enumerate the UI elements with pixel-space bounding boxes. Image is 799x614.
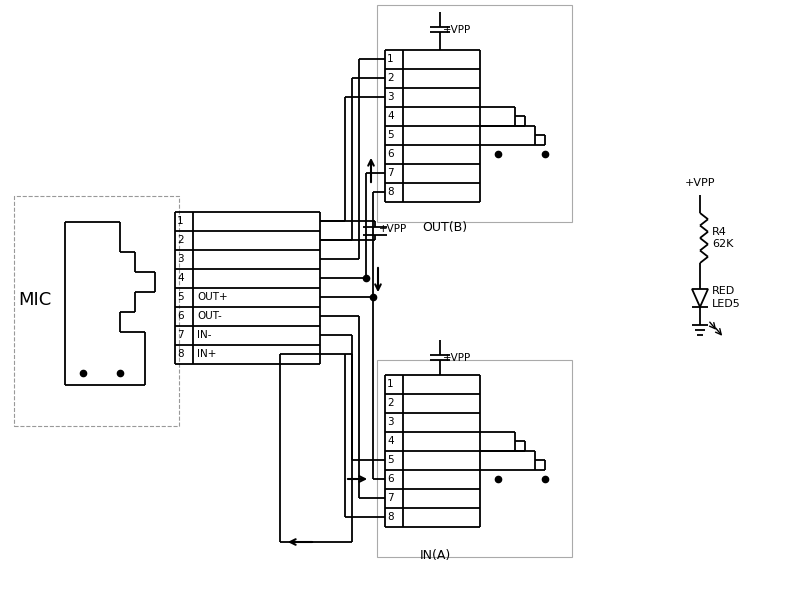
Text: IN(A): IN(A)	[419, 548, 451, 561]
Text: +VPP: +VPP	[443, 25, 471, 35]
Text: 1: 1	[387, 54, 394, 64]
Text: 4: 4	[177, 273, 184, 283]
Text: 8: 8	[387, 187, 394, 197]
Text: 3: 3	[177, 254, 184, 264]
Text: 2: 2	[387, 398, 394, 408]
Text: 5: 5	[387, 130, 394, 140]
Text: MIC: MIC	[18, 291, 51, 309]
Bar	[377, 5, 572, 222]
Text: R4: R4	[712, 227, 727, 237]
Bar	[377, 360, 572, 557]
Text: 4: 4	[387, 111, 394, 121]
Text: 6: 6	[387, 149, 394, 159]
Text: 3: 3	[387, 92, 394, 102]
Text: 7: 7	[177, 330, 184, 340]
Text: 4: 4	[387, 436, 394, 446]
Text: OUT+: OUT+	[197, 292, 228, 302]
Text: 62K: 62K	[712, 239, 733, 249]
Text: 7: 7	[387, 493, 394, 503]
Text: 2: 2	[177, 235, 184, 245]
Text: +VPP: +VPP	[443, 353, 471, 363]
Text: OUT(B): OUT(B)	[423, 220, 467, 233]
Text: 7: 7	[387, 168, 394, 178]
Text: 1: 1	[387, 379, 394, 389]
Text: 1: 1	[177, 216, 184, 226]
Text: 8: 8	[387, 512, 394, 522]
Text: 3: 3	[387, 417, 394, 427]
Text: 8: 8	[177, 349, 184, 359]
Text: RED: RED	[712, 286, 735, 296]
Text: LED5: LED5	[712, 299, 741, 309]
Text: IN-: IN-	[197, 330, 212, 340]
Text: +VPP: +VPP	[685, 178, 715, 188]
Text: 5: 5	[387, 455, 394, 465]
Text: 6: 6	[387, 474, 394, 484]
Bar	[14, 196, 179, 426]
Text: IN+: IN+	[197, 349, 217, 359]
Text: 5: 5	[177, 292, 184, 302]
Text: 6: 6	[177, 311, 184, 321]
Text: +VPP: +VPP	[379, 223, 407, 233]
Text: OUT-: OUT-	[197, 311, 222, 321]
Text: 2: 2	[387, 73, 394, 83]
